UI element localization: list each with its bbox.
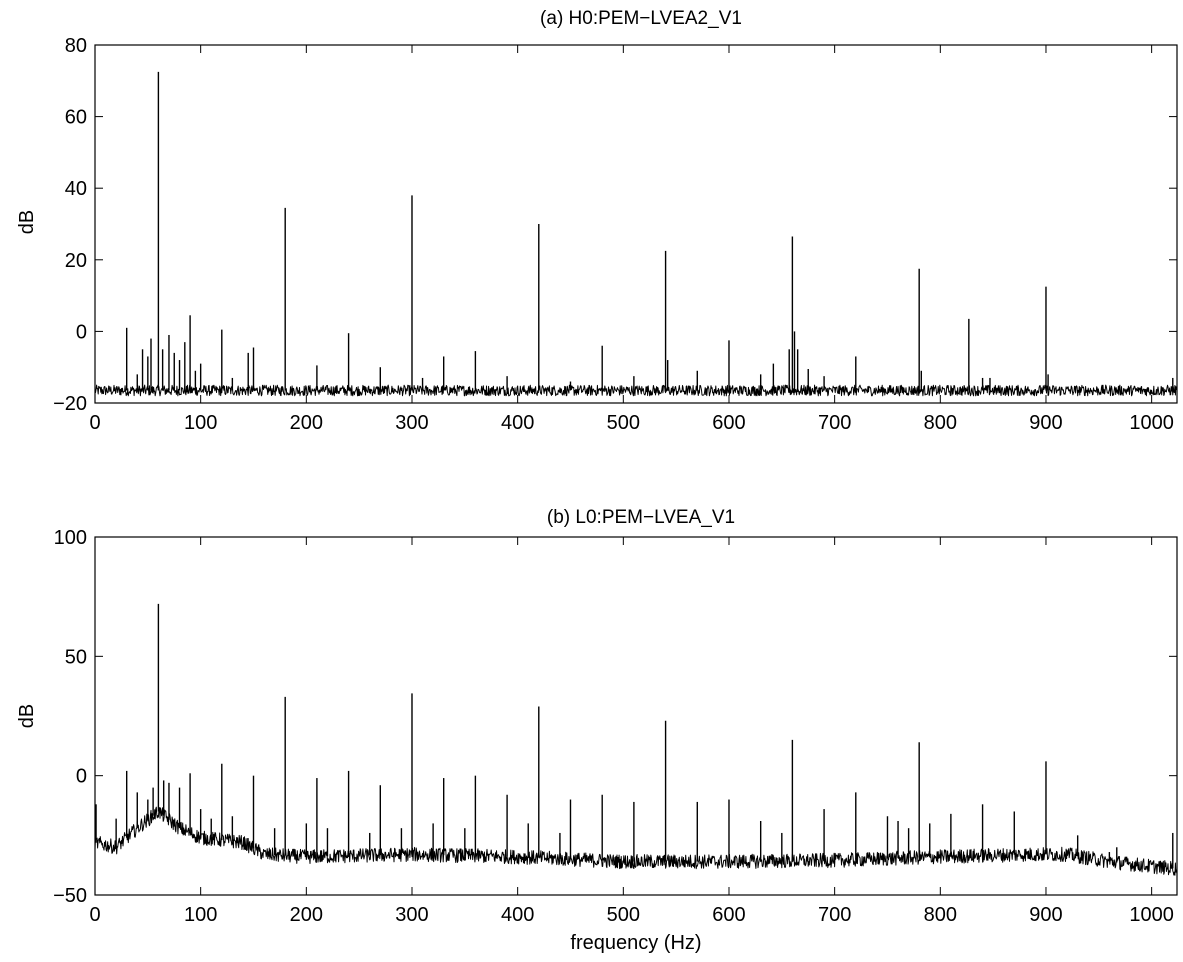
x-tick-label: 100 [184, 412, 217, 434]
y-tick-label: 0 [76, 766, 87, 788]
x-tick-label: 700 [818, 412, 851, 434]
x-tick-label: 400 [501, 904, 534, 926]
x-tick-label: 1000 [1129, 904, 1174, 926]
x-tick-label: 600 [712, 904, 745, 926]
panel-b-frame [94, 536, 1178, 896]
y-tick-label: −20 [53, 393, 87, 415]
panel-a-ticks: 0 100 200 300 400 500 600 700 800 900 1000−2002040… [53, 35, 1177, 434]
panel-b: (b) L0:PEM−LVEA_V1 dB 0 100 200 300 400 500 60… [16, 507, 1178, 954]
y-tick-label: 100 [54, 527, 87, 549]
panel-b-ylabel: dB [16, 704, 38, 728]
panel-b-title: (b) L0:PEM−LVEA_V1 [547, 507, 735, 528]
y-tick-label: 60 [65, 107, 87, 129]
x-tick-label: 0 [89, 904, 100, 926]
panel-b-xlabel: frequency (Hz) [570, 932, 701, 954]
panel-b-marks [94, 603, 1178, 876]
panel-a-title: (a) H0:PEM−LVEA2_V1 [540, 8, 742, 29]
x-tick-label: 400 [501, 412, 534, 434]
panel-a: (a) H0:PEM−LVEA2_V1 dB 0 100 200 300 400 500 6… [16, 8, 1178, 434]
x-tick-label: 600 [712, 412, 745, 434]
panel-a-marks [94, 71, 1178, 397]
x-tick-label: 200 [290, 412, 323, 434]
x-tick-label: 700 [818, 904, 851, 926]
panel-b-trace [94, 806, 1178, 876]
y-tick-label: 50 [65, 646, 87, 668]
x-tick-label: 200 [290, 904, 323, 926]
x-tick-label: 0 [89, 412, 100, 434]
y-tick-label: 40 [65, 178, 87, 200]
panel-a-ylabel: dB [16, 210, 38, 234]
x-tick-label: 300 [395, 412, 428, 434]
x-tick-label: 300 [395, 904, 428, 926]
y-tick-label: −50 [53, 885, 87, 907]
x-tick-label: 500 [607, 412, 640, 434]
y-tick-label: 0 [76, 321, 87, 343]
x-tick-label: 500 [607, 904, 640, 926]
panel-b-ticks: 0 100 200 300 400 500 600 700 800 900 1000−5005010… [53, 527, 1177, 926]
y-tick-label: 20 [65, 250, 87, 272]
y-tick-label: 80 [65, 35, 87, 57]
x-tick-label: 800 [924, 904, 957, 926]
x-tick-label: 800 [924, 412, 957, 434]
panel-a-trace [94, 384, 1178, 397]
panel-a-frame [94, 44, 1178, 404]
x-tick-label: 1000 [1129, 412, 1174, 434]
x-tick-label: 100 [184, 904, 217, 926]
x-tick-label: 900 [1029, 904, 1062, 926]
x-tick-label: 900 [1029, 412, 1062, 434]
